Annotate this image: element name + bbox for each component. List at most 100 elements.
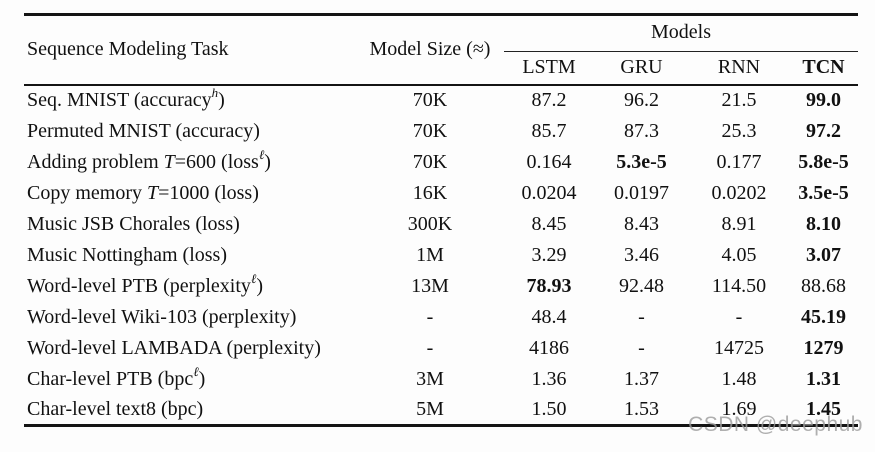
task-text: ) bbox=[256, 274, 263, 297]
task-text: Music Nottingham (loss) bbox=[27, 243, 227, 266]
task-text: ) bbox=[264, 150, 271, 173]
header-row-models: LSTM GRU RNN TCN bbox=[24, 52, 858, 85]
rnn-value-cell: 8.91 bbox=[721, 212, 757, 235]
task-cell: Char-level PTB (bpcℓ) bbox=[24, 364, 356, 395]
rnn-value-cell: 4.05 bbox=[721, 243, 757, 266]
task-cell: Word-level PTB (perplexityℓ) bbox=[24, 271, 356, 302]
col-header-task: Sequence Modeling Task bbox=[27, 38, 229, 61]
gru-value-cell: 8.43 bbox=[624, 212, 659, 235]
model-size-cell: - bbox=[426, 336, 434, 359]
header-row-top: Sequence Modeling Task Model Size (≈) Mo… bbox=[24, 14, 858, 60]
lstm-value-cell: 78.93 bbox=[526, 274, 572, 297]
lstm-value-cell: 4186 bbox=[529, 336, 569, 359]
task-cell: Word-level LAMBADA (perplexity) bbox=[24, 333, 356, 364]
gru-value-cell: 87.3 bbox=[624, 119, 659, 142]
task-superscript: ℓ bbox=[250, 270, 257, 286]
table-row: Seq. MNIST (accuracyh) 70K 87.2 96.2 21.… bbox=[24, 85, 858, 116]
task-text: ) bbox=[198, 367, 206, 390]
task-text: Word-level Wiki-103 (perplexity) bbox=[27, 305, 297, 328]
task-cell: Permuted MNIST (accuracy) bbox=[24, 116, 356, 147]
tcn-value-cell: 5.8e-5 bbox=[798, 150, 849, 173]
lstm-value-cell: 48.4 bbox=[531, 305, 567, 328]
table-row: Music Nottingham (loss) 1M 3.29 3.46 4.0… bbox=[24, 240, 858, 271]
task-text: Seq. MNIST (accuracy bbox=[27, 89, 212, 111]
lstm-value-cell: 0.164 bbox=[526, 150, 572, 173]
gru-value-cell: - bbox=[638, 336, 645, 359]
tcn-value-cell: 1.31 bbox=[806, 367, 841, 390]
rnn-value-cell: - bbox=[735, 305, 743, 328]
task-text: Adding problem bbox=[27, 150, 164, 173]
gru-value-cell: 96.2 bbox=[624, 89, 659, 111]
watermark: CSDN @deephub bbox=[688, 413, 863, 436]
rnn-value-cell: 25.3 bbox=[721, 119, 757, 142]
table-row: Permuted MNIST (accuracy) 70K 85.7 87.3 … bbox=[24, 116, 858, 147]
lstm-value-cell: 1.36 bbox=[531, 367, 567, 390]
model-size-cell: 5M bbox=[416, 397, 444, 420]
task-text: ) bbox=[218, 89, 225, 111]
task-cell: Word-level Wiki-103 (perplexity) bbox=[24, 302, 356, 333]
task-text: Char-level PTB (bpc bbox=[27, 367, 194, 390]
task-text: Word-level PTB (perplexity bbox=[27, 274, 251, 297]
task-superscript: ℓ bbox=[258, 146, 265, 162]
col-header-gru: GRU bbox=[620, 56, 663, 79]
task-text: Permuted MNIST (accuracy) bbox=[27, 119, 260, 142]
gru-value-cell: 0.0197 bbox=[614, 181, 669, 204]
rnn-value-cell: 21.5 bbox=[721, 89, 757, 111]
lstm-value-cell: 8.45 bbox=[531, 212, 567, 235]
model-size-cell: 13M bbox=[411, 274, 449, 297]
task-text: Word-level LAMBADA (perplexity) bbox=[27, 336, 321, 359]
gru-value-cell: 3.46 bbox=[624, 243, 659, 266]
table-row: Word-level Wiki-103 (perplexity) - 48.4 … bbox=[24, 302, 858, 333]
lstm-value-cell: 87.2 bbox=[531, 89, 567, 111]
lstm-value-cell: 0.0204 bbox=[521, 181, 577, 204]
task-text: Music JSB Chorales (loss) bbox=[27, 212, 240, 235]
col-header-model-size: Model Size (≈) bbox=[369, 38, 491, 61]
task-superscript: ℓ bbox=[193, 363, 199, 379]
table-row: Word-level LAMBADA (perplexity) - 4186 -… bbox=[24, 333, 858, 364]
rnn-value-cell: 0.177 bbox=[716, 150, 762, 173]
tcn-value-cell: 8.10 bbox=[806, 212, 841, 235]
gru-value-cell: - bbox=[638, 305, 645, 328]
col-header-tcn: TCN bbox=[802, 56, 845, 79]
gru-value-cell: 1.37 bbox=[624, 367, 659, 390]
tcn-value-cell: 88.68 bbox=[801, 274, 846, 297]
col-header-lstm: LSTM bbox=[522, 56, 576, 79]
col-header-rnn: RNN bbox=[717, 56, 761, 79]
rnn-value-cell: 0.0202 bbox=[711, 181, 767, 204]
rnn-value-cell: 1.48 bbox=[721, 367, 757, 390]
task-italic-variable: T bbox=[163, 150, 175, 173]
lstm-value-cell: 1.50 bbox=[531, 397, 567, 420]
tcn-value-cell: 1.45 bbox=[806, 397, 841, 420]
lstm-value-cell: 3.29 bbox=[531, 243, 567, 266]
table-row: Word-level PTB (perplexityℓ) 13M 78.93 9… bbox=[24, 271, 858, 302]
col-header-models-group: Models bbox=[504, 14, 858, 52]
task-cell: Adding problem T=600 (lossℓ) bbox=[24, 147, 356, 178]
table-body: Seq. MNIST (accuracyh) 70K 87.2 96.2 21.… bbox=[24, 85, 858, 426]
table-row: Music JSB Chorales (loss) 300K 8.45 8.43… bbox=[24, 209, 858, 240]
model-size-cell: 1M bbox=[416, 243, 444, 266]
table-row: Copy memory T=1000 (loss) 16K 0.0204 0.0… bbox=[24, 178, 858, 209]
model-size-cell: 70K bbox=[412, 150, 448, 173]
model-size-cell: 70K bbox=[412, 89, 448, 111]
task-cell: Seq. MNIST (accuracyh) bbox=[24, 85, 356, 116]
tcn-value-cell: 1279 bbox=[803, 336, 844, 359]
tcn-value-cell: 99.0 bbox=[806, 89, 841, 111]
rnn-value-cell: 14725 bbox=[714, 336, 764, 359]
task-cell: Copy memory T=1000 (loss) bbox=[24, 178, 356, 209]
table-row: Char-level text8 (bpc) 5M 1.50 1.53 1.69… bbox=[24, 395, 858, 426]
task-cell: Music Nottingham (loss) bbox=[24, 240, 356, 271]
gru-value-cell: 1.53 bbox=[624, 397, 659, 420]
rnn-value-cell: 1.69 bbox=[721, 397, 757, 420]
tcn-value-cell: 3.5e-5 bbox=[798, 181, 849, 204]
task-text: =600 (loss bbox=[174, 150, 259, 173]
task-text: =1000 (loss) bbox=[158, 181, 259, 204]
task-italic-variable: T bbox=[147, 181, 159, 204]
gru-value-cell: 92.48 bbox=[619, 274, 664, 297]
model-size-cell: 16K bbox=[412, 181, 448, 204]
tcn-value-cell: 97.2 bbox=[806, 119, 841, 142]
model-size-cell: 3M bbox=[416, 367, 444, 390]
paper-results-table: Sequence Modeling Task Model Size (≈) Mo… bbox=[24, 13, 858, 427]
task-cell: Music JSB Chorales (loss) bbox=[24, 209, 356, 240]
model-size-cell: 300K bbox=[407, 212, 453, 235]
table-row: Adding problem T=600 (lossℓ) 70K 0.164 5… bbox=[24, 147, 858, 178]
